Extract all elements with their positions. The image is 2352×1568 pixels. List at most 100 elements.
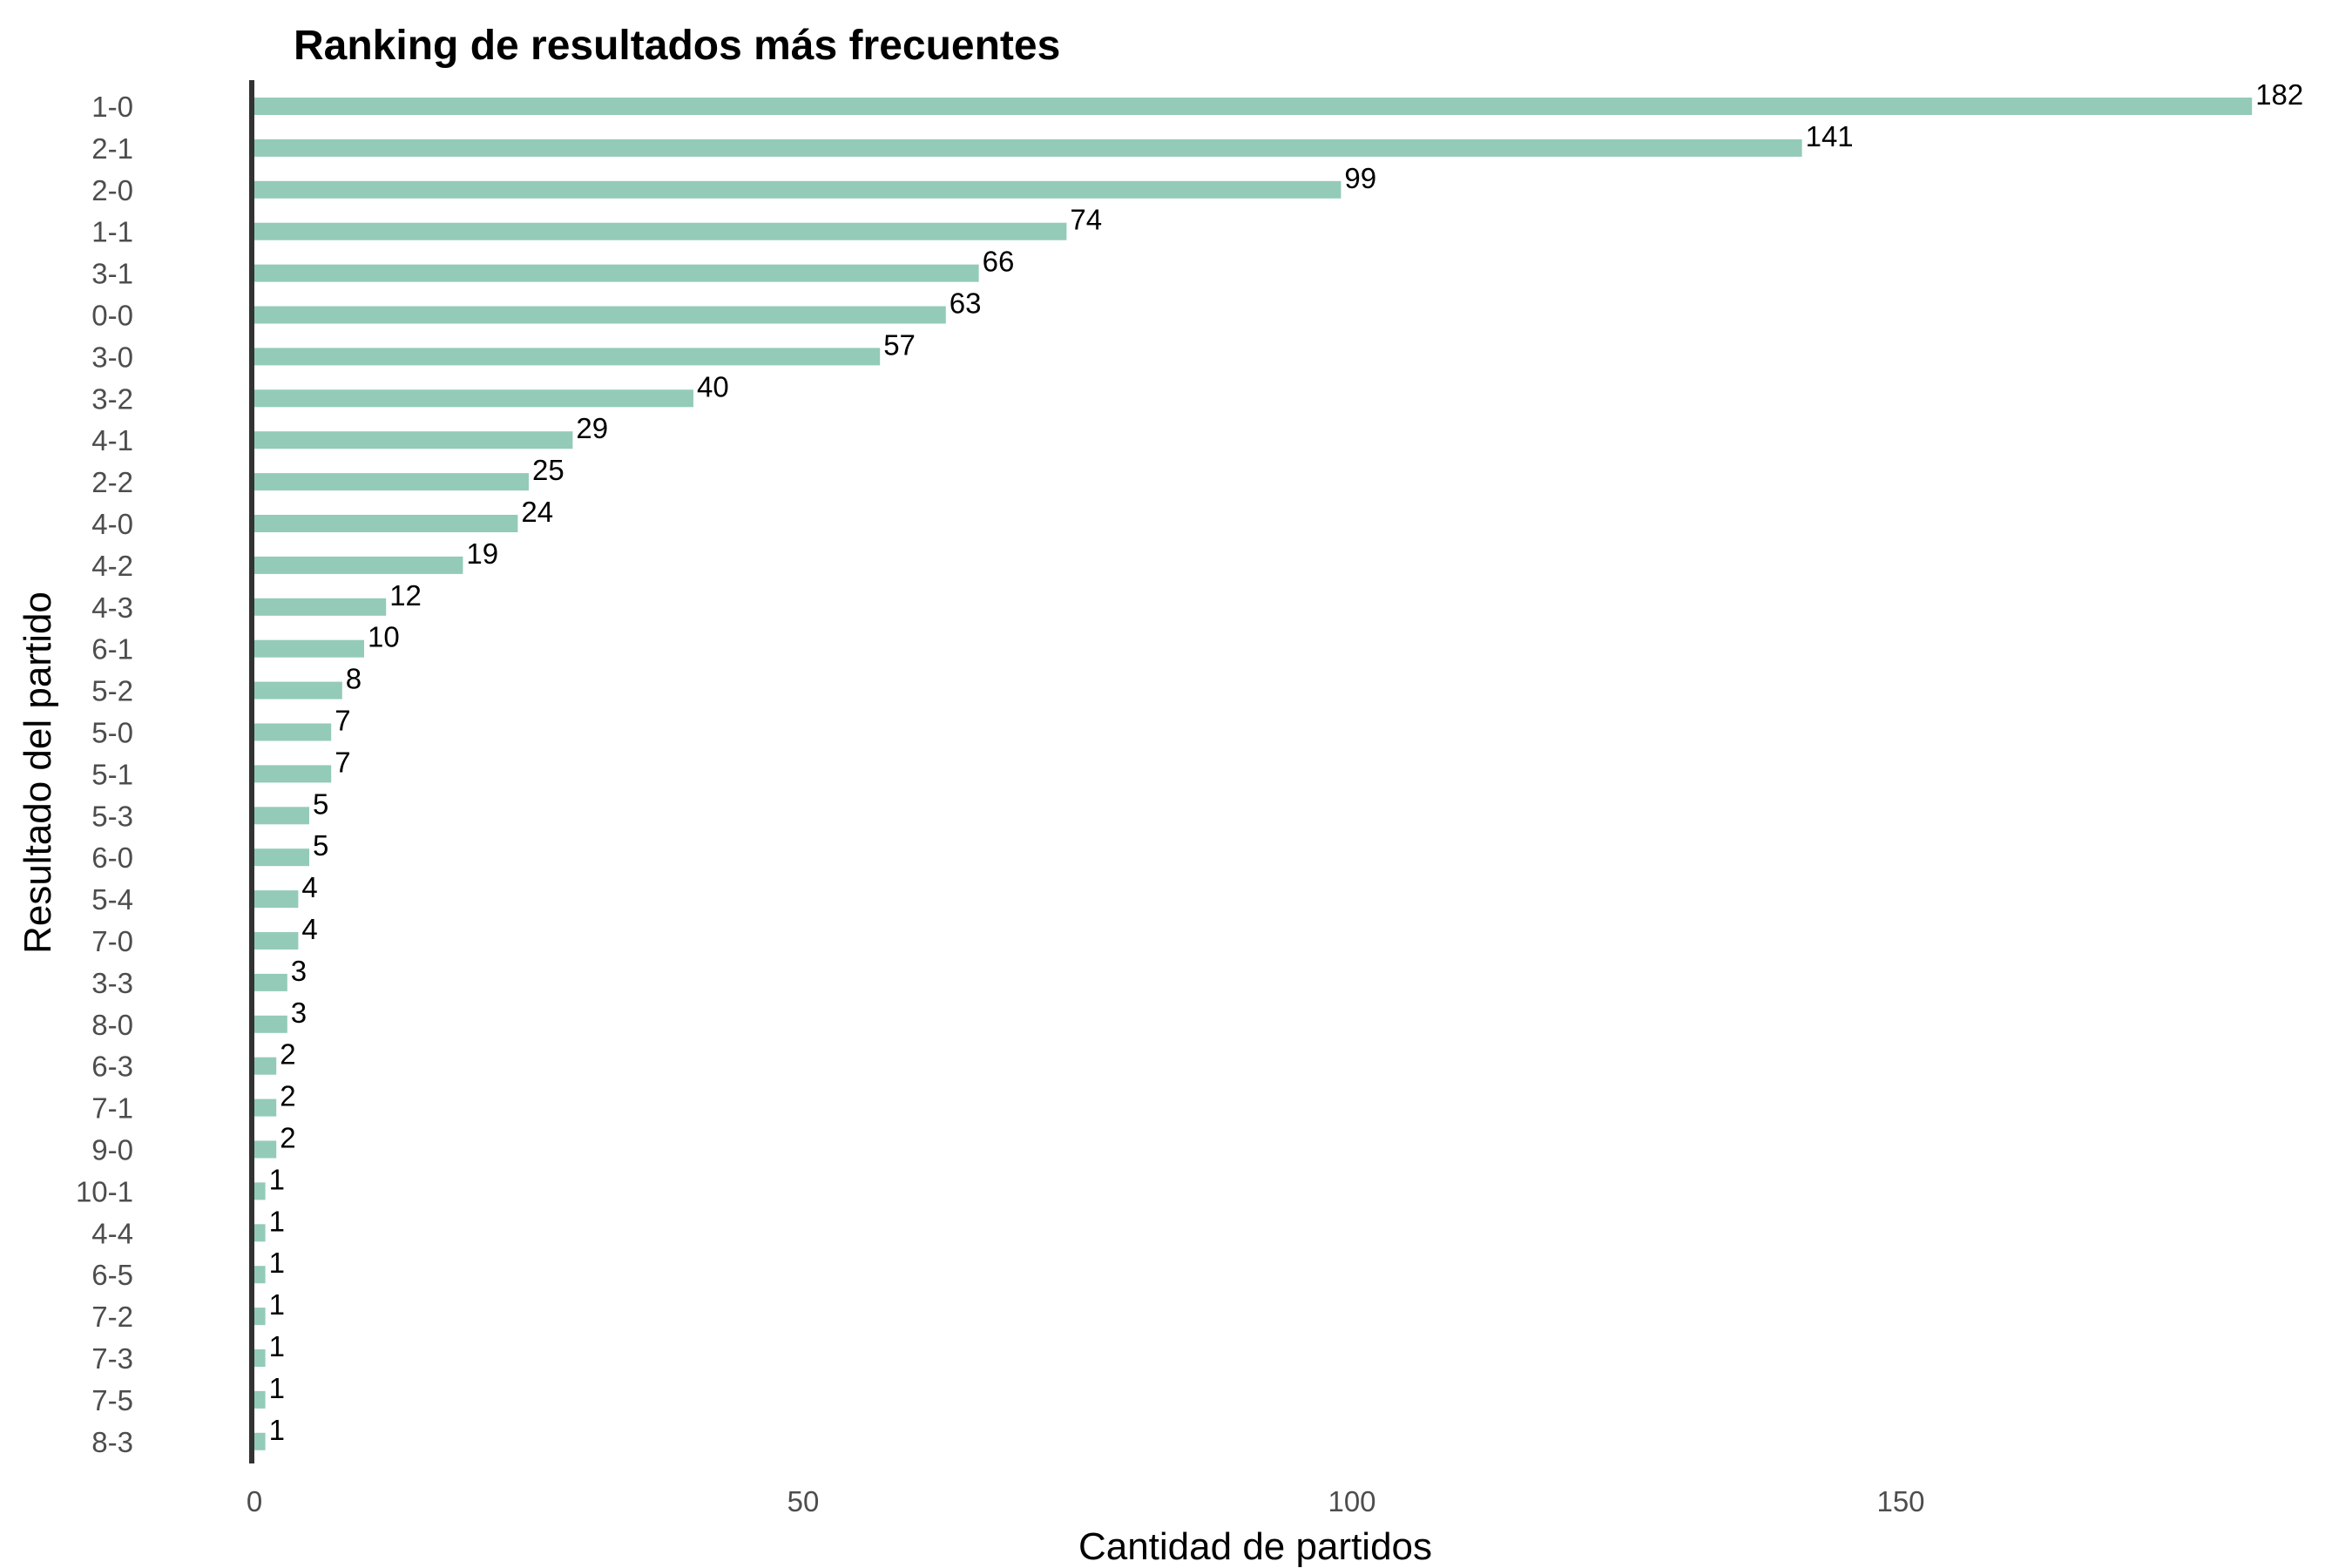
y-tick-label: 4-0 <box>91 508 133 540</box>
bar-value-label: 2 <box>280 1038 295 1071</box>
y-tick-label: 3-3 <box>91 967 133 999</box>
y-tick-label: 2-1 <box>91 132 133 165</box>
bar-6-0 <box>254 848 309 867</box>
bar-value-label: 29 <box>576 412 608 444</box>
bar-value-label: 63 <box>950 287 982 320</box>
bar-value-label: 8 <box>346 663 362 695</box>
x-tick-labels: 0 50 100 150 <box>247 1485 1925 1517</box>
y-tick-label: 2-0 <box>91 174 133 206</box>
chart-title: Ranking de resultados más frecuentes <box>294 23 1060 69</box>
bar-5-0 <box>254 723 332 741</box>
x-tick-label: 50 <box>787 1485 820 1517</box>
bar-3-0 <box>254 348 881 366</box>
y-tick-label: 4-4 <box>91 1217 133 1249</box>
y-axis-title: Resultado del partido <box>17 591 59 954</box>
bar-5-3 <box>254 807 309 825</box>
bar-value-label: 1 <box>269 1163 285 1195</box>
bar-value-label: 3 <box>291 997 307 1029</box>
bar-value-label: 12 <box>389 579 422 612</box>
bar-9-0 <box>254 1140 277 1159</box>
y-tick-label: 6-5 <box>91 1259 133 1291</box>
bar-value-label: 99 <box>1344 162 1376 194</box>
y-tick-labels: 1-0 2-1 2-0 1-1 3-1 0-0 3-0 3-2 4-1 2-2 4-0 4-2 4-3 6… <box>76 91 133 1458</box>
bar-value-label: 25 <box>532 454 564 486</box>
y-tick-label: 3-1 <box>91 258 133 290</box>
bar-6-1 <box>254 639 364 658</box>
y-tick-label: 1-0 <box>91 91 133 123</box>
y-tick-label: 7-1 <box>91 1092 133 1125</box>
bar-value-label: 2 <box>280 1122 295 1154</box>
bar-5-1 <box>254 765 332 783</box>
bar-8-3 <box>254 1432 266 1450</box>
y-tick-label: 6-3 <box>91 1051 133 1083</box>
bar-7-0 <box>254 932 299 950</box>
bar-5-4 <box>254 890 299 909</box>
value-labels-layer: 1821419974666357402925241912108775544332… <box>269 78 2304 1446</box>
bar-6-5 <box>254 1266 266 1284</box>
bar-value-label: 1 <box>269 1372 285 1404</box>
y-tick-label: 7-2 <box>91 1301 133 1333</box>
y-tick-label: 3-2 <box>91 382 133 415</box>
y-tick-label: 3-0 <box>91 341 133 373</box>
bar-value-label: 10 <box>368 621 400 653</box>
y-tick-label: 5-1 <box>91 758 133 790</box>
bar-value-label: 7 <box>335 746 350 778</box>
y-tick-label: 8-0 <box>91 1009 133 1041</box>
bar-value-label: 1 <box>269 1205 285 1237</box>
y-tick-label: 7-3 <box>91 1342 133 1375</box>
bar-7-1 <box>254 1098 277 1117</box>
bar-value-label: 4 <box>301 913 317 945</box>
y-tick-label: 0-0 <box>91 300 133 332</box>
y-tick-label: 5-4 <box>91 883 133 916</box>
bar-3-1 <box>254 264 979 282</box>
bar-1-0 <box>254 98 2253 115</box>
y-tick-label: 5-2 <box>91 675 133 707</box>
y-tick-label: 4-3 <box>91 591 133 624</box>
x-tick-label: 150 <box>1876 1485 1924 1517</box>
bar-4-3 <box>254 598 387 616</box>
bar-value-label: 7 <box>335 705 350 737</box>
bar-value-label: 19 <box>466 537 498 570</box>
bar-value-label: 2 <box>280 1080 295 1112</box>
bar-value-label: 4 <box>301 871 317 903</box>
bar-value-label: 1 <box>269 1247 285 1279</box>
bar-value-label: 5 <box>313 829 328 862</box>
bar-7-3 <box>254 1349 266 1367</box>
bar-8-0 <box>254 1015 287 1033</box>
bar-4-2 <box>254 556 463 574</box>
y-tick-label: 4-2 <box>91 550 133 582</box>
bar-value-label: 1 <box>269 1414 285 1446</box>
bar-2-2 <box>254 473 529 491</box>
y-tick-label: 5-0 <box>91 717 133 749</box>
bar-7-2 <box>254 1308 266 1326</box>
bar-value-label: 40 <box>697 370 729 402</box>
y-tick-label: 7-5 <box>91 1384 133 1416</box>
bar-value-label: 5 <box>313 787 328 820</box>
y-tick-label: 8-3 <box>91 1426 133 1458</box>
bar-2-0 <box>254 180 1342 199</box>
y-tick-label: 5-3 <box>91 800 133 832</box>
y-tick-label: 2-2 <box>91 466 133 498</box>
y-tick-label: 4-1 <box>91 424 133 456</box>
bar-2-1 <box>254 139 1802 157</box>
bar-value-label: 1 <box>269 1330 285 1362</box>
bar-7-5 <box>254 1390 266 1409</box>
bar-0-0 <box>254 306 946 324</box>
bar-value-label: 3 <box>291 955 307 987</box>
bar-value-label: 182 <box>2255 78 2303 111</box>
x-tick-label: 100 <box>1328 1485 1375 1517</box>
y-tick-label: 10-1 <box>76 1175 133 1207</box>
bar-3-2 <box>254 389 693 408</box>
bar-5-2 <box>254 681 342 700</box>
y-tick-label: 9-0 <box>91 1134 133 1166</box>
bar-3-3 <box>254 973 287 991</box>
bar-4-4 <box>254 1224 266 1242</box>
bar-value-label: 74 <box>1070 204 1102 236</box>
bar-10-1 <box>254 1182 266 1200</box>
x-tick-label: 0 <box>247 1485 262 1517</box>
bar-1-1 <box>254 222 1067 240</box>
bar-4-0 <box>254 515 518 532</box>
bars-layer <box>254 98 2253 1450</box>
x-axis-title: Cantidad de partidos <box>1078 1525 1432 1568</box>
